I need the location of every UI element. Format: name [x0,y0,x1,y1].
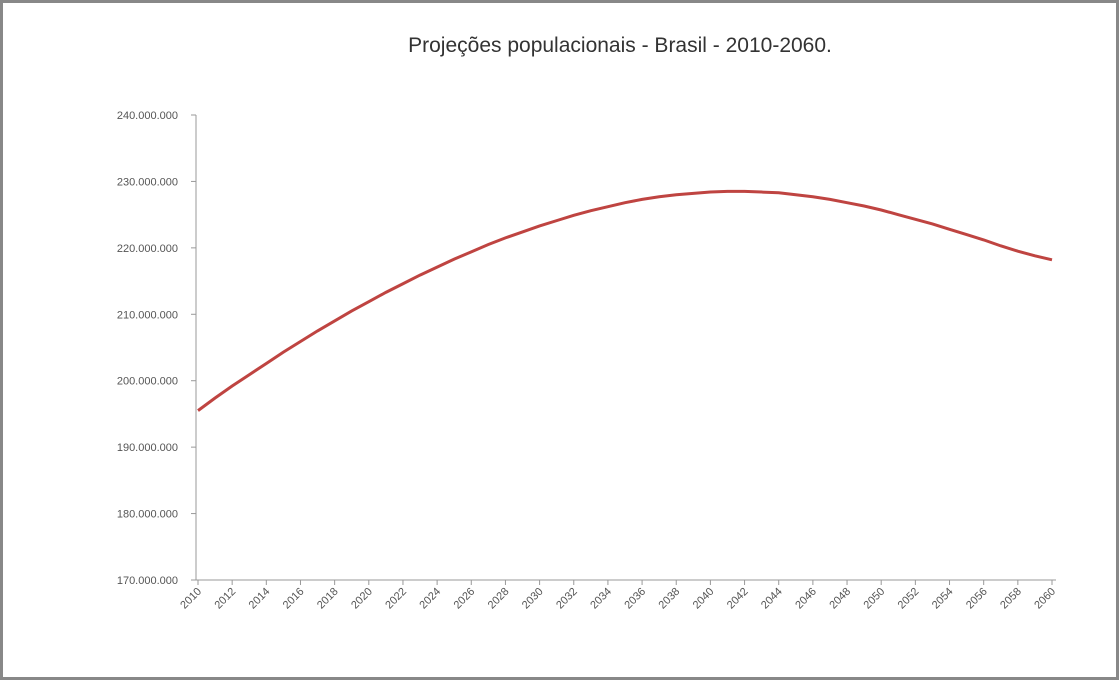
y-tick-label: 190.000.000 [117,442,178,454]
y-tick-label: 170.000.000 [117,575,178,587]
y-tick-label: 240.000.000 [117,110,178,122]
y-tick-label: 200.000.000 [117,376,178,388]
y-tick-label: 220.000.000 [117,243,178,255]
y-tick-label: 180.000.000 [117,509,178,521]
y-tick-label: 210.000.000 [117,309,178,321]
series-line [197,189,1053,412]
chart-title: Projeções populacionais - Brasil - 2010-… [408,34,832,57]
y-tick-label: 230.000.000 [117,176,178,188]
